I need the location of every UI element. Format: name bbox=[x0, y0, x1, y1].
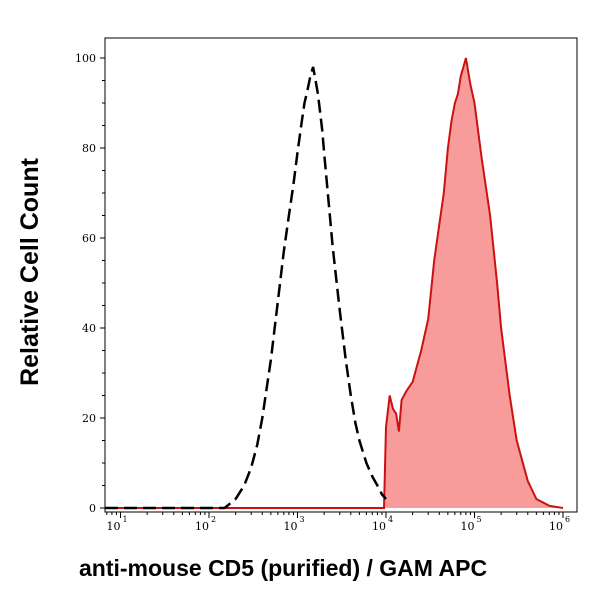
x-tick-label: 10 bbox=[107, 520, 121, 533]
y-tick-label: 20 bbox=[82, 412, 96, 425]
x-tick-label: 10 bbox=[284, 520, 298, 533]
dashed-series-line bbox=[105, 66, 387, 510]
y-tick-label: 100 bbox=[75, 52, 96, 65]
red-series-line bbox=[105, 57, 564, 509]
red-series-area bbox=[105, 58, 563, 508]
x-tick-label: 10 bbox=[461, 520, 475, 533]
x-tick-exponent: 3 bbox=[300, 515, 305, 524]
y-tick-label: 80 bbox=[82, 142, 96, 155]
y-axis-ticks: 0 20 40 60 80 100 bbox=[75, 52, 105, 515]
x-tick-exponent: 2 bbox=[211, 515, 216, 524]
x-tick-exponent: 6 bbox=[565, 515, 570, 524]
y-tick-label: 60 bbox=[82, 232, 96, 245]
x-tick-exponent: 4 bbox=[388, 515, 393, 524]
plot-frame bbox=[104, 37, 578, 513]
y-tick-label: 0 bbox=[89, 502, 96, 515]
x-tick-label: 10 bbox=[372, 520, 386, 533]
x-axis-label: anti-mouse CD5 (purified) / GAM APC bbox=[79, 555, 487, 581]
x-tick-label: 10 bbox=[195, 520, 209, 533]
x-tick-exponent: 1 bbox=[123, 515, 128, 524]
dashed-series-layer bbox=[105, 66, 387, 510]
red-series-layer bbox=[105, 57, 564, 509]
x-tick-exponent: 5 bbox=[477, 515, 482, 524]
y-axis-label: Relative Cell Count bbox=[16, 157, 44, 385]
x-tick-label: 10 bbox=[549, 520, 563, 533]
y-tick-label: 40 bbox=[82, 322, 96, 335]
